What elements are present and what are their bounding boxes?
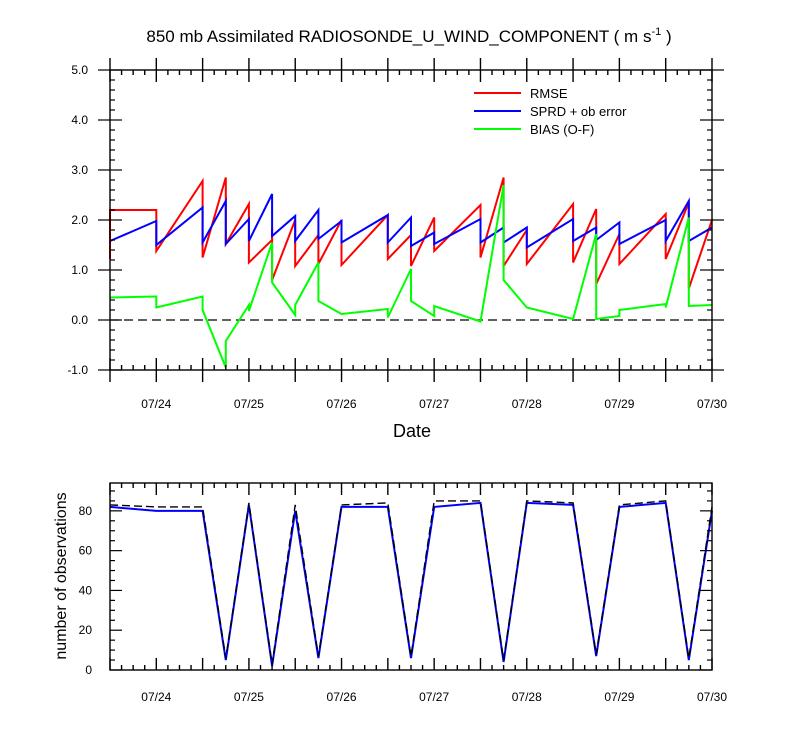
y-tick-label: 0 [85,663,92,677]
x-tick-label: 07/24 [141,690,171,704]
y-tick-label: 20 [79,623,93,637]
legend-label: SPRD + ob error [530,104,627,119]
x-tick-label: 07/28 [512,690,542,704]
x-tick-label: 07/29 [604,397,634,411]
x-tick-label: 07/30 [697,690,727,704]
chart-title: 850 mb Assimilated RADIOSONDE_U_WIND_COM… [146,26,671,46]
series-line-bias-o-f [109,184,713,368]
series-line-observations-possible [109,500,713,665]
x-tick-label: 07/26 [327,397,357,411]
y-tick-label: 3.0 [71,163,88,177]
y-tick-label: 2.0 [71,213,88,227]
bottom-axes: 07/24 07/25 07/26 07/27 07/28 07/29 07/30 80 60 4… [79,482,727,704]
x-tick-label: 07/27 [419,397,449,411]
y-tick-label: 80 [79,504,93,518]
legend-label: BIAS (O-F) [530,122,594,137]
top-series-group [109,177,713,368]
series-line-observations-used [109,501,713,667]
top-axes: 07/24 07/25 07/26 07/27 07/28 07/29 07/30 5.0 4.… [67,58,727,411]
y-tick-label: 40 [79,583,93,597]
x-tick-label: 07/29 [604,690,634,704]
x-axis-label: Date [393,421,431,441]
series-line-sprd-ob-error [109,193,713,250]
x-tick-label: 07/26 [327,690,357,704]
legend: RMSE SPRD + ob error BIAS (O-F) [474,86,627,137]
x-tick-label: 07/27 [419,690,449,704]
x-tick-label: 07/28 [512,397,542,411]
y-tick-label: 0.0 [71,313,88,327]
y-tick-label: 1.0 [71,263,88,277]
y-tick-label: -1.0 [67,363,88,377]
x-tick-label: 07/24 [141,397,171,411]
x-tick-label: 07/25 [234,690,264,704]
bottom-series-group [109,500,713,667]
legend-label: RMSE [530,86,568,101]
y-tick-label: 60 [79,544,93,558]
x-tick-label: 07/25 [234,397,264,411]
y-tick-label: 4.0 [71,113,88,127]
x-tick-label: 07/30 [697,397,727,411]
y-tick-label: 5.0 [71,63,88,77]
y-axis-label-observations: number of observations [53,492,70,659]
